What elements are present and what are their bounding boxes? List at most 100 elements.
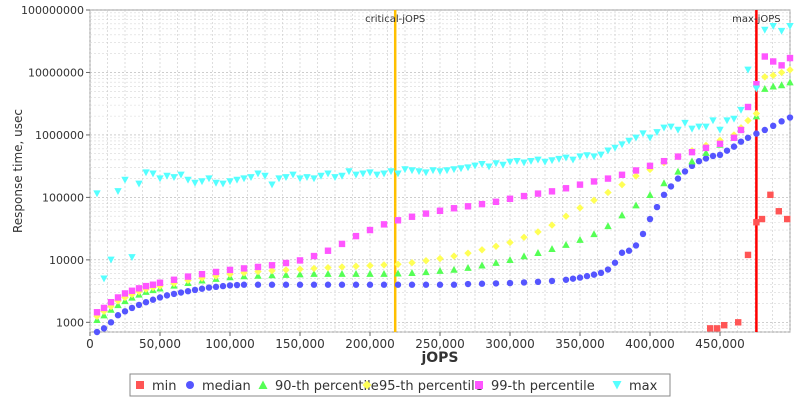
- data-point: [753, 130, 759, 136]
- data-point: [738, 138, 744, 144]
- data-point: [778, 62, 784, 68]
- data-point: [654, 204, 660, 210]
- data-point: [745, 252, 751, 258]
- legend-symbol-1: [186, 381, 194, 389]
- data-point: [269, 282, 275, 288]
- data-point: [115, 312, 121, 318]
- data-point: [647, 163, 653, 169]
- x-tick-label: 150,000: [275, 337, 325, 351]
- data-point: [297, 282, 303, 288]
- data-point: [185, 288, 191, 294]
- data-point: [311, 253, 317, 259]
- x-tick-label: 350,000: [555, 337, 605, 351]
- data-point: [129, 305, 135, 311]
- data-point: [661, 192, 667, 198]
- data-point: [563, 185, 569, 191]
- data-point: [241, 265, 247, 271]
- data-point: [423, 282, 429, 288]
- data-point: [696, 158, 702, 164]
- data-point: [339, 282, 345, 288]
- data-point: [283, 282, 289, 288]
- data-point: [311, 282, 317, 288]
- data-point: [409, 214, 415, 220]
- data-point: [213, 284, 219, 290]
- x-tick-label: 50,000: [139, 337, 181, 351]
- marker-label-0: critical-jOPS: [365, 14, 425, 25]
- data-point: [150, 282, 156, 288]
- data-point: [206, 284, 212, 290]
- x-tick-label: 200,000: [345, 337, 395, 351]
- data-point: [465, 203, 471, 209]
- data-point: [584, 273, 590, 279]
- data-point: [101, 325, 107, 331]
- data-point: [633, 167, 639, 173]
- data-point: [255, 282, 261, 288]
- data-point: [521, 193, 527, 199]
- data-point: [115, 294, 121, 300]
- data-point: [717, 141, 723, 147]
- data-point: [94, 329, 100, 335]
- data-point: [395, 282, 401, 288]
- data-point: [633, 242, 639, 248]
- data-point: [605, 175, 611, 181]
- data-point: [108, 319, 114, 325]
- legend-label-2: 90-th percentile: [275, 379, 379, 394]
- data-point: [220, 283, 226, 289]
- data-point: [199, 271, 205, 277]
- y-tick-label: 100000000: [21, 4, 84, 17]
- data-point: [395, 217, 401, 223]
- data-point: [577, 181, 583, 187]
- data-point: [619, 250, 625, 256]
- data-point: [731, 143, 737, 149]
- data-point: [675, 175, 681, 181]
- legend-label-3: 95-th percentile: [379, 379, 483, 394]
- data-point: [721, 322, 727, 328]
- data-point: [549, 278, 555, 284]
- data-point: [577, 274, 583, 280]
- data-point: [493, 280, 499, 286]
- legend-label-0: min: [152, 379, 177, 394]
- data-point: [437, 282, 443, 288]
- data-point: [549, 188, 555, 194]
- data-point: [241, 282, 247, 288]
- x-tick-label: 250,000: [415, 337, 465, 351]
- x-tick-label: 450,000: [695, 337, 745, 351]
- data-point: [619, 172, 625, 178]
- data-point: [738, 127, 744, 133]
- y-tick-label: 100000: [42, 191, 84, 204]
- data-point: [682, 168, 688, 174]
- data-point: [157, 280, 163, 286]
- data-point: [714, 325, 720, 331]
- y-axis-title: Response time, usec: [11, 109, 25, 233]
- data-point: [171, 277, 177, 283]
- data-point: [675, 153, 681, 159]
- data-point: [437, 208, 443, 214]
- y-tick-label: 1000000: [35, 129, 84, 142]
- data-point: [703, 145, 709, 151]
- data-point: [570, 275, 576, 281]
- data-point: [535, 190, 541, 196]
- data-point: [784, 216, 790, 222]
- y-tick-label: 1000: [56, 316, 84, 329]
- data-point: [707, 325, 713, 331]
- data-point: [507, 280, 513, 286]
- data-point: [767, 192, 773, 198]
- data-point: [591, 271, 597, 277]
- data-point: [612, 260, 618, 266]
- data-point: [745, 104, 751, 110]
- data-point: [661, 158, 667, 164]
- data-point: [297, 257, 303, 263]
- data-point: [423, 210, 429, 216]
- data-point: [640, 231, 646, 237]
- data-point: [164, 292, 170, 298]
- x-tick-label: 400,000: [625, 337, 675, 351]
- data-point: [227, 267, 233, 273]
- data-point: [192, 287, 198, 293]
- data-point: [171, 291, 177, 297]
- y-tick-label: 10000000: [28, 66, 84, 79]
- data-point: [724, 147, 730, 153]
- data-point: [668, 183, 674, 189]
- data-point: [451, 282, 457, 288]
- data-point: [185, 273, 191, 279]
- data-point: [710, 153, 716, 159]
